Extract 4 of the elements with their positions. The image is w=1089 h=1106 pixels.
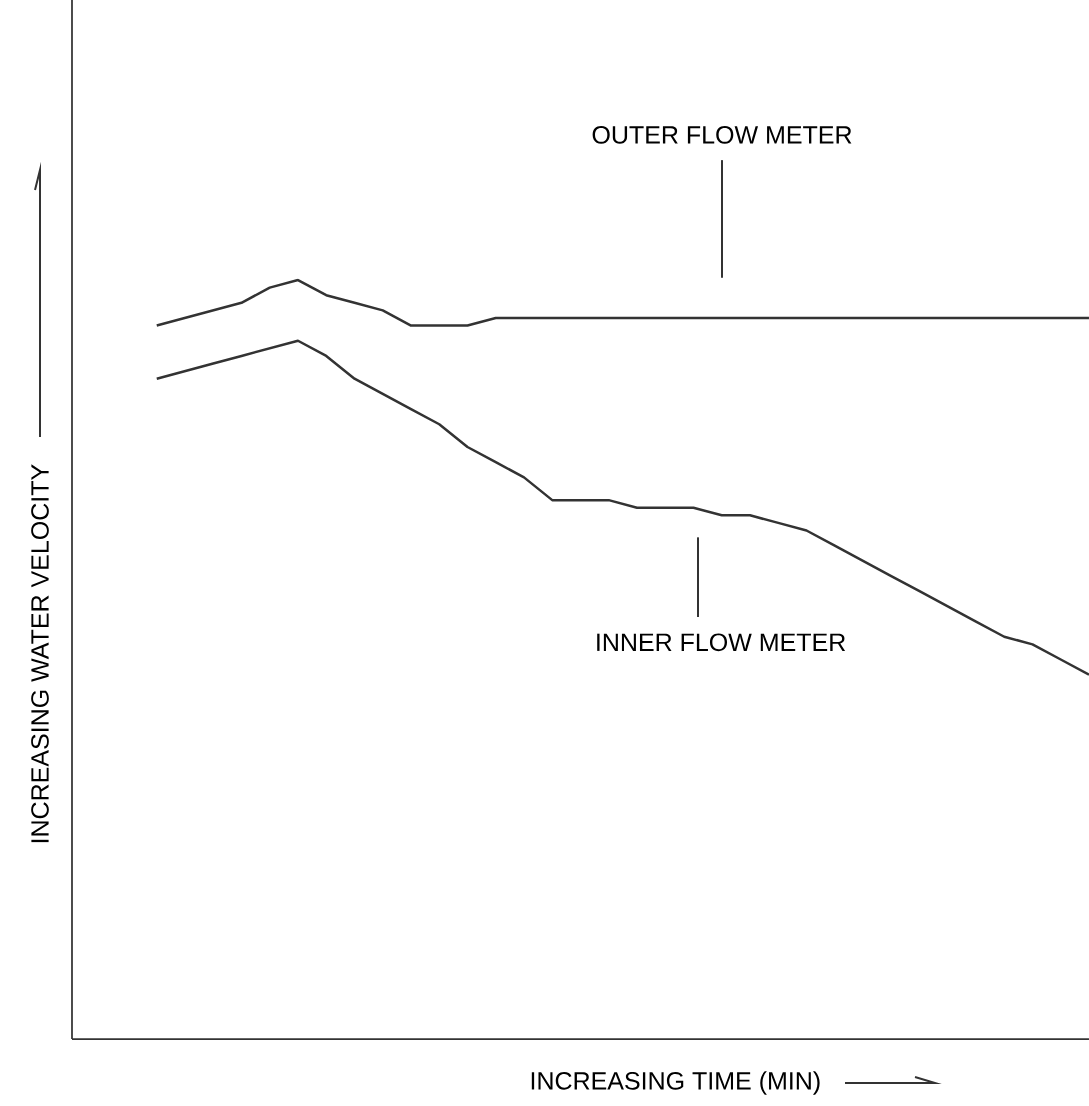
x-axis-title: INCREASING TIME (MIN) <box>531 1071 820 1095</box>
text: OUTER FLOW METER <box>592 126 852 144</box>
annotation: INNER FLOW METER <box>597 633 846 652</box>
y-axis-title: INCREASING WATER VELOCITY <box>31 464 49 843</box>
